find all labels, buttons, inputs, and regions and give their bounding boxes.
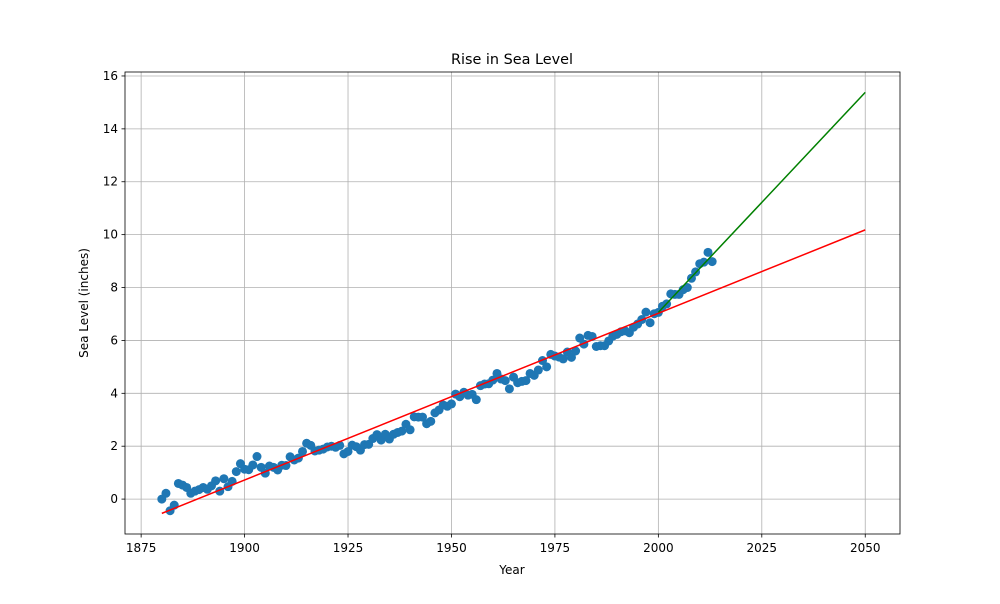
point — [641, 307, 651, 317]
point — [682, 283, 692, 293]
point — [252, 452, 262, 462]
y-tick-label: 14 — [103, 122, 118, 136]
point — [298, 446, 308, 456]
x-tick-label: 1925 — [333, 541, 364, 555]
x-tick-label: 2000 — [643, 541, 674, 555]
y-tick-label: 0 — [110, 492, 118, 506]
point — [645, 318, 655, 328]
y-tick-label: 8 — [110, 281, 118, 295]
x-tick-label: 1975 — [540, 541, 571, 555]
point — [571, 346, 581, 356]
point — [446, 399, 456, 409]
point — [211, 476, 221, 486]
x-tick-label: 1875 — [126, 541, 157, 555]
x-tick-label: 2025 — [747, 541, 778, 555]
point — [405, 425, 415, 435]
fit-line — [657, 91, 866, 313]
point — [426, 416, 436, 426]
point — [471, 395, 481, 405]
y-tick-label: 2 — [110, 439, 118, 453]
x-tick-label: 1950 — [436, 541, 467, 555]
point — [566, 352, 576, 362]
point — [281, 461, 291, 471]
point — [397, 426, 407, 436]
y-tick-label: 16 — [103, 69, 118, 83]
point — [558, 354, 568, 364]
y-tick-label: 4 — [110, 386, 118, 400]
plot-frame — [124, 71, 901, 535]
point — [248, 460, 258, 470]
point — [219, 474, 229, 484]
point — [699, 257, 709, 267]
point — [542, 362, 552, 372]
point — [707, 257, 717, 267]
point — [343, 446, 353, 456]
x-tick-label: 1900 — [229, 541, 260, 555]
point — [500, 376, 510, 386]
point — [521, 376, 531, 386]
x-tick-label: 2050 — [850, 541, 881, 555]
point — [504, 384, 514, 394]
chart-title: Rise in Sea Level — [451, 52, 573, 68]
point — [161, 488, 171, 498]
x-axis-label: Year — [498, 563, 524, 577]
point — [703, 247, 713, 257]
fit-line — [161, 229, 866, 515]
y-tick-label: 12 — [103, 175, 118, 189]
point — [533, 365, 543, 375]
y-tick-label: 6 — [110, 333, 118, 347]
point — [418, 412, 428, 422]
y-axis-label: Sea Level (inches) — [77, 248, 91, 358]
point — [231, 467, 241, 477]
y-tick-label: 10 — [103, 228, 118, 242]
